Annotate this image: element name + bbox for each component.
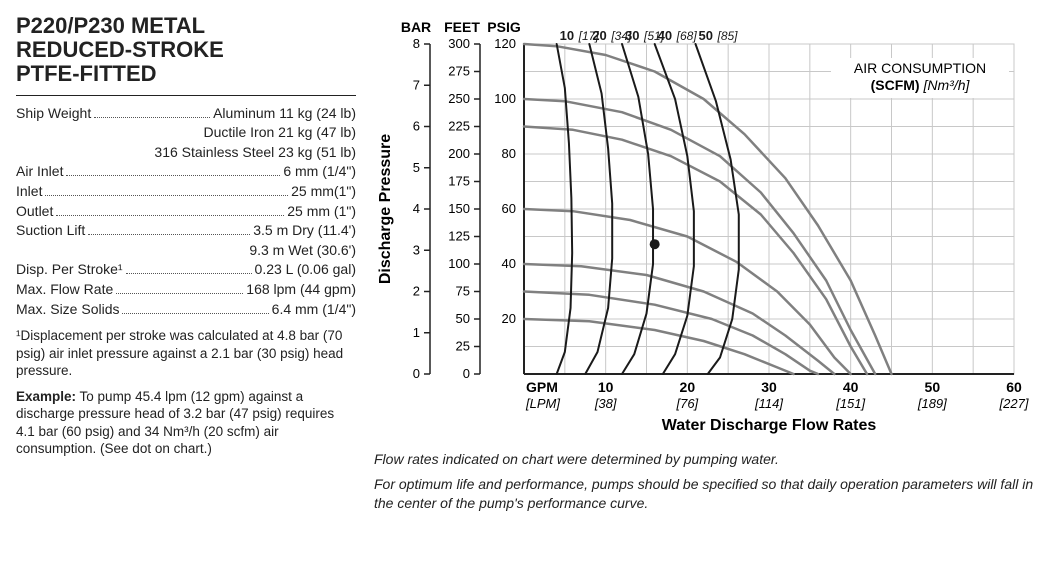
- svg-text:[114]: [114]: [754, 396, 783, 411]
- svg-text:80: 80: [502, 146, 516, 161]
- spec-label: Outlet: [16, 202, 53, 222]
- svg-text:AIR CONSUMPTION: AIR CONSUMPTION: [854, 60, 986, 76]
- spec-row: Suction Lift 3.5 m Dry (11.4'): [16, 221, 356, 241]
- footnote: ¹Displacement per stroke was calculated …: [16, 327, 356, 380]
- svg-text:225: 225: [448, 119, 470, 134]
- example-text: Example: To pump 45.4 lpm (12 gpm) again…: [16, 388, 356, 458]
- spec-value: 25 mm (1"): [287, 202, 356, 222]
- svg-text:Water Discharge Flow Rates: Water Discharge Flow Rates: [662, 417, 877, 434]
- svg-text:60: 60: [1006, 379, 1022, 395]
- svg-text:[227]: [227]: [999, 396, 1029, 411]
- svg-text:300: 300: [448, 36, 470, 51]
- svg-text:20: 20: [502, 311, 516, 326]
- svg-text:4: 4: [413, 201, 420, 216]
- spec-row: Disp. Per Stroke¹ 0.23 L (0.06 gal): [16, 260, 356, 280]
- svg-text:[38]: [38]: [594, 396, 617, 411]
- svg-text:250: 250: [448, 91, 470, 106]
- svg-text:40: 40: [502, 256, 516, 271]
- svg-text:30: 30: [625, 28, 639, 43]
- svg-text:50: 50: [456, 311, 470, 326]
- svg-text:75: 75: [456, 284, 470, 299]
- svg-text:175: 175: [448, 174, 470, 189]
- svg-text:275: 275: [448, 64, 470, 79]
- svg-text:120: 120: [494, 36, 516, 51]
- spec-row: Air Inlet 6 mm (1/4"): [16, 162, 356, 182]
- spec-row: Max. Flow Rate 168 lpm (44 gpm): [16, 280, 356, 300]
- svg-text:[85]: [85]: [717, 29, 739, 43]
- svg-text:25: 25: [456, 339, 470, 354]
- spec-value: 3.5 m Dry (11.4'): [253, 221, 356, 241]
- spec-value: 168 lpm (44 gpm): [246, 280, 356, 300]
- svg-text:7: 7: [413, 77, 420, 92]
- svg-text:125: 125: [448, 229, 470, 244]
- spec-row: 9.3 m Wet (30.6'): [16, 241, 356, 261]
- svg-text:8: 8: [413, 36, 420, 51]
- title-divider: [16, 95, 356, 96]
- svg-text:[76]: [76]: [675, 396, 698, 411]
- spec-value: Ductile Iron 21 kg (47 lb): [203, 123, 356, 143]
- svg-text:0: 0: [463, 366, 470, 381]
- svg-text:20: 20: [592, 28, 606, 43]
- chart-notes: Flow rates indicated on chart were deter…: [374, 450, 1034, 513]
- svg-text:100: 100: [494, 91, 516, 106]
- spec-value: 9.3 m Wet (30.6'): [249, 241, 356, 261]
- svg-text:10: 10: [560, 28, 574, 43]
- svg-text:30: 30: [761, 379, 777, 395]
- svg-text:20: 20: [680, 379, 696, 395]
- svg-text:50: 50: [925, 379, 941, 395]
- spec-list: Ship Weight Aluminum 11 kg (24 lb)Ductile…: [16, 104, 356, 320]
- svg-text:GPM: GPM: [526, 379, 558, 395]
- spec-label: Ship Weight: [16, 104, 91, 124]
- spec-label: Disp. Per Stroke¹: [16, 260, 123, 280]
- spec-row: Ductile Iron 21 kg (47 lb): [16, 123, 356, 143]
- spec-row: 316 Stainless Steel 23 kg (51 lb): [16, 143, 356, 163]
- svg-text:[68]: [68]: [676, 29, 698, 43]
- spec-row: Ship Weight Aluminum 11 kg (24 lb): [16, 104, 356, 124]
- svg-text:100: 100: [448, 256, 470, 271]
- spec-label: Max. Size Solids: [16, 300, 119, 320]
- svg-text:6: 6: [413, 119, 420, 134]
- svg-text:200: 200: [448, 146, 470, 161]
- spec-value: 0.23 L (0.06 gal): [255, 260, 356, 280]
- spec-value: 6.4 mm (1/4"): [272, 300, 356, 320]
- spec-value: 25 mm(1"): [291, 182, 356, 202]
- svg-text:BAR: BAR: [401, 19, 431, 35]
- svg-text:5: 5: [413, 160, 420, 175]
- svg-text:150: 150: [448, 201, 470, 216]
- svg-text:FEET: FEET: [444, 19, 480, 35]
- spec-label: Suction Lift: [16, 221, 85, 241]
- performance-chart: 10[17]20[34]30[51]40[68]50[85]BARFEETPSI…: [374, 14, 1034, 444]
- svg-text:0: 0: [413, 366, 420, 381]
- spec-row: Inlet 25 mm(1"): [16, 182, 356, 202]
- svg-text:[189]: [189]: [917, 396, 947, 411]
- svg-text:(SCFM) [Nm³/h]: (SCFM) [Nm³/h]: [871, 77, 971, 93]
- svg-text:3: 3: [413, 242, 420, 257]
- page-title: P220/P230 METAL REDUCED-STROKE PTFE-FITT…: [16, 14, 356, 87]
- spec-label: Air Inlet: [16, 162, 63, 182]
- spec-row: Max. Size Solids 6.4 mm (1/4"): [16, 300, 356, 320]
- svg-text:60: 60: [502, 201, 516, 216]
- spec-value: 316 Stainless Steel 23 kg (51 lb): [154, 143, 356, 163]
- svg-text:1: 1: [413, 325, 420, 340]
- svg-text:10: 10: [598, 379, 614, 395]
- svg-text:40: 40: [658, 28, 672, 43]
- spec-value: Aluminum 11 kg (24 lb): [213, 104, 356, 124]
- svg-text:Discharge Pressure: Discharge Pressure: [377, 134, 394, 284]
- svg-text:2: 2: [413, 284, 420, 299]
- spec-row: Outlet 25 mm (1"): [16, 202, 356, 222]
- spec-value: 6 mm (1/4"): [283, 162, 356, 182]
- svg-text:PSIG: PSIG: [487, 19, 521, 35]
- spec-label: Max. Flow Rate: [16, 280, 113, 300]
- spec-label: Inlet: [16, 182, 42, 202]
- svg-text:[LPM]: [LPM]: [525, 396, 560, 411]
- svg-text:[151]: [151]: [835, 396, 865, 411]
- svg-text:50: 50: [699, 28, 713, 43]
- svg-text:40: 40: [843, 379, 859, 395]
